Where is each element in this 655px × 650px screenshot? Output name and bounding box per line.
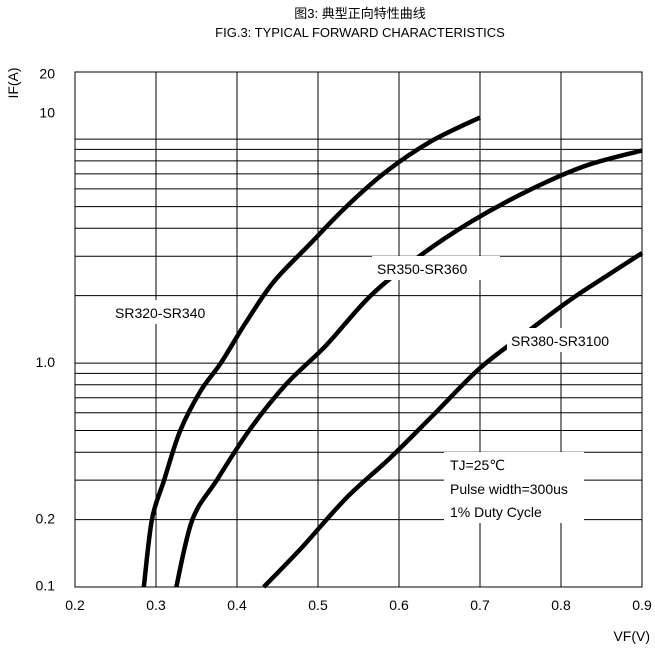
x-tick-label: 0.9 xyxy=(632,597,652,613)
x-tick-label: 0.3 xyxy=(146,597,166,613)
series-curve-3 xyxy=(262,251,644,589)
y-tick-label: 0.2 xyxy=(36,510,56,526)
x-tick-label: 0.6 xyxy=(389,597,409,613)
y-tick-label: 0.1 xyxy=(36,578,56,594)
x-tick-label: 0.8 xyxy=(551,597,571,613)
annotation-pulse-width: Pulse width=300us xyxy=(450,481,568,497)
chart-title: FIG.3: TYPICAL FORWARD CHARACTERISTICS xyxy=(215,25,505,40)
x-tick-labels: 0.2 0.3 0.4 0.5 0.6 0.7 0.8 0.9 xyxy=(65,597,652,613)
annotation-box xyxy=(444,452,584,523)
x-tick-label: 0.5 xyxy=(308,597,328,613)
x-axis-label: VF(V) xyxy=(613,628,650,644)
x-tick-label: 0.4 xyxy=(227,597,247,613)
chart-title-chinese: 图3: 典型正向特性曲线 xyxy=(294,6,425,21)
x-tick-label: 0.7 xyxy=(470,597,490,613)
series-curves xyxy=(141,115,644,589)
y-axis-label: IF(A) xyxy=(5,67,21,98)
label-bg-sr380 xyxy=(507,328,641,352)
y-tick-labels: 0.1 0.2 1.0 10 20 xyxy=(36,66,56,594)
y-tick-label: 20 xyxy=(39,66,55,82)
series-label-sr380: SR380-SR3100 xyxy=(511,333,609,349)
y-tick-label: 10 xyxy=(39,105,55,121)
plot-frame xyxy=(74,71,643,588)
label-bg-sr350 xyxy=(372,256,500,280)
series-label-sr350: SR350-SR360 xyxy=(377,261,467,277)
x-tick-label: 0.2 xyxy=(65,597,85,613)
annotation-temperature: TJ=25℃ xyxy=(450,457,505,473)
annotation-duty-cycle: 1% Duty Cycle xyxy=(450,504,542,520)
label-bg-sr320 xyxy=(110,300,236,324)
series-curve-2 xyxy=(174,148,643,588)
y-tick-label: 1.0 xyxy=(36,354,56,370)
grid-lines xyxy=(75,72,642,588)
series-label-sr320: SR320-SR340 xyxy=(115,305,205,321)
series-curve-1 xyxy=(141,115,481,588)
